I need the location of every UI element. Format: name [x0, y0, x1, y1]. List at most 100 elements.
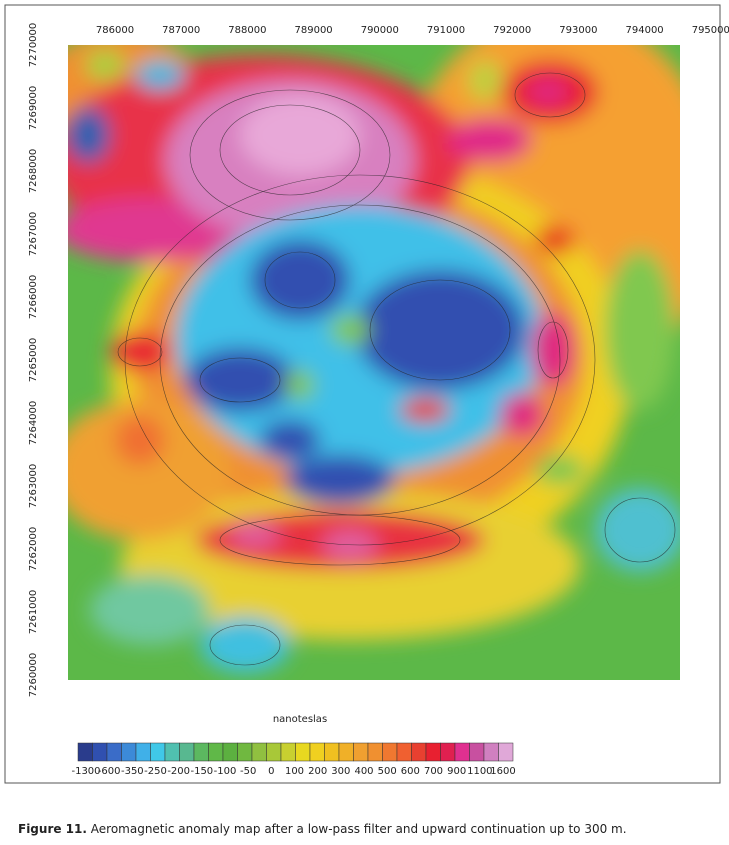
- colorbar-swatch: [483, 742, 499, 762]
- caption: Figure 11. Aeromagnetic anomaly map afte…: [18, 822, 627, 836]
- x-tick-label: 788000: [228, 25, 266, 36]
- contour: [604, 497, 676, 563]
- caption-text: Aeromagnetic anomaly map after a low-pas…: [90, 822, 627, 836]
- colorbar-swatch: [222, 742, 238, 762]
- field: [595, 488, 680, 572]
- contour: [159, 204, 561, 516]
- colorbar-label: -150: [190, 766, 213, 777]
- colorbar-label: -600: [98, 766, 121, 777]
- field: [68, 400, 230, 540]
- field: [250, 240, 350, 320]
- x-tick-label: 789000: [295, 25, 333, 36]
- colorbar-swatch: [280, 742, 296, 762]
- field: [285, 370, 315, 400]
- x-tick-label: 794000: [626, 25, 664, 36]
- x-tick-label: 795000: [692, 25, 729, 36]
- field: [448, 118, 532, 162]
- x-tick-label: 792000: [493, 25, 531, 36]
- field: [535, 455, 585, 485]
- field: [531, 312, 575, 388]
- field: [90, 575, 210, 645]
- colorbar-swatch: [266, 742, 282, 762]
- y-tick-label: 7263000: [28, 464, 39, 509]
- x-tick-label: 793000: [559, 25, 597, 36]
- field: [115, 415, 165, 465]
- field: [200, 617, 290, 673]
- field: [260, 420, 320, 460]
- y-tick-label: 7265000: [28, 338, 39, 383]
- colorbar-label: 700: [424, 766, 443, 777]
- field: [285, 455, 395, 505]
- field: [240, 95, 360, 175]
- legend-title: nanoteslas: [273, 714, 327, 725]
- x-tick-label: 791000: [427, 25, 465, 36]
- colorbar-label: 900: [447, 766, 466, 777]
- colorbar-swatch: [367, 742, 383, 762]
- field: [355, 270, 525, 390]
- colorbar-label: 300: [331, 766, 350, 777]
- caption-label: Figure 11.: [18, 822, 87, 836]
- contour: [124, 174, 596, 546]
- field: [185, 348, 295, 412]
- colorbar-swatch: [440, 742, 456, 762]
- colorbar-label: -1300: [71, 766, 100, 777]
- colorbar-swatch: [251, 742, 267, 762]
- y-tick-label: 7262000: [28, 527, 39, 572]
- colorbar-swatch: [77, 742, 93, 762]
- colorbar-label: 600: [401, 766, 420, 777]
- colorbar-swatch: [353, 742, 369, 762]
- y-tick-label: 7261000: [28, 590, 39, 635]
- colorbar-label: 400: [354, 766, 373, 777]
- colorbar-label: 100: [285, 766, 304, 777]
- colorbar-swatch: [498, 742, 514, 762]
- field: [85, 50, 125, 80]
- field: [535, 225, 575, 255]
- colorbar-swatch: [469, 742, 485, 762]
- contour: [219, 514, 461, 566]
- colorbar-swatch: [309, 742, 325, 762]
- colorbar-label: 1100: [467, 766, 492, 777]
- contour: [369, 279, 511, 381]
- colorbar-label: 1600: [490, 766, 515, 777]
- y-tick-label: 7268000: [28, 149, 39, 194]
- colorbar-swatch: [121, 742, 137, 762]
- frame: [4, 4, 721, 784]
- x-tick-label: 790000: [361, 25, 399, 36]
- colorbar-swatch: [324, 742, 340, 762]
- colorbar: -1300-600 -350 -250 -200 -150 -100 -50 0 100 200 3…: [71, 742, 516, 777]
- field: [135, 60, 185, 90]
- colorbar-swatch: [411, 742, 427, 762]
- colorbar-swatch: [208, 742, 224, 762]
- contour: [219, 104, 361, 196]
- colorbar-swatch: [106, 742, 122, 762]
- x-tick-label: 786000: [96, 25, 134, 36]
- y-tick-label: 7269000: [28, 86, 39, 131]
- y-tick-label: 7266000: [28, 275, 39, 320]
- contour: [264, 251, 336, 309]
- field: [400, 398, 450, 422]
- field: [467, 60, 503, 100]
- colorbar-swatch: [454, 742, 470, 762]
- colorbar-label: 200: [308, 766, 327, 777]
- colorbar-swatch: [164, 742, 180, 762]
- colorbar-label: -200: [167, 766, 190, 777]
- contour: [117, 337, 163, 367]
- colorbar-swatch: [193, 742, 209, 762]
- y-tick-label: 7270000: [28, 23, 39, 68]
- colorbar-swatch: [135, 742, 151, 762]
- x-tick-label: 787000: [162, 25, 200, 36]
- colorbar-swatch: [295, 742, 311, 762]
- contour: [209, 624, 281, 666]
- colorbar-swatch: [150, 742, 166, 762]
- colorbar-label: -50: [240, 766, 256, 777]
- colorbar-swatch: [237, 742, 253, 762]
- field: [500, 393, 544, 437]
- colorbar-swatch: [179, 742, 195, 762]
- y-tick-label: 7267000: [28, 212, 39, 257]
- field: [230, 523, 280, 547]
- contour: [537, 321, 569, 379]
- colorbar-swatch: [92, 742, 108, 762]
- y-tick-label: 7260000: [28, 653, 39, 698]
- field: [330, 315, 370, 345]
